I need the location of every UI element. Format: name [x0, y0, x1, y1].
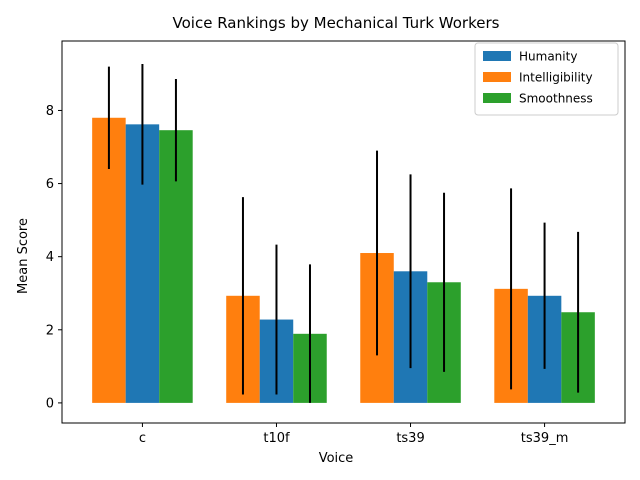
x-tick-label-ts39: ts39: [396, 431, 424, 446]
y-axis-label: Mean Score: [16, 218, 31, 294]
chart-title: Voice Rankings by Mechanical Turk Worker…: [173, 14, 500, 32]
y-tick-label: 2: [46, 323, 54, 338]
legend-label-smoothness: Smoothness: [519, 92, 593, 106]
x-tick-label-t10f: t10f: [263, 431, 290, 446]
legend-swatch-humanity: [483, 51, 511, 61]
legend-swatch-smoothness: [483, 93, 511, 103]
x-axis-label: Voice: [319, 451, 354, 466]
y-tick-label: 0: [46, 396, 54, 411]
x-tick-label-c: c: [139, 431, 146, 446]
legend-swatch-intelligibility: [483, 72, 511, 82]
y-tick-label: 6: [46, 177, 54, 192]
x-tick-label-ts39_m: ts39_m: [521, 431, 569, 446]
axes-frame: [61, 40, 626, 424]
plot-area: 0 2 4 6 8 c t10f ts39 ts39_m: [46, 40, 626, 446]
legend: Humanity Intelligibility Smoothness: [474, 42, 619, 116]
legend-label-intelligibility: Intelligibility: [519, 71, 593, 85]
legend-label-humanity: Humanity: [519, 50, 577, 64]
y-tick-label: 4: [46, 250, 54, 265]
y-tick-label: 8: [46, 104, 54, 119]
